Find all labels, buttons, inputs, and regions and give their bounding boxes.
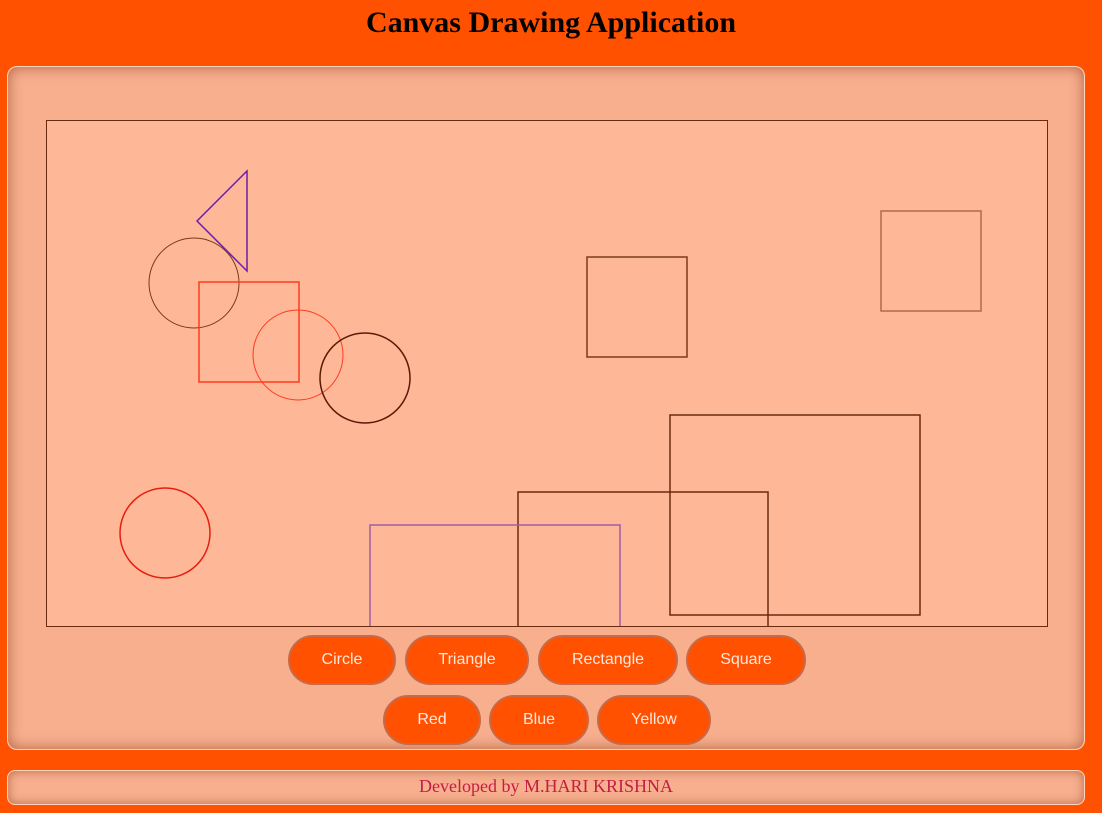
drawn-square	[198, 281, 300, 383]
rectangle-button[interactable]: Rectangle	[538, 635, 678, 685]
drawing-canvas[interactable]	[46, 120, 1048, 627]
page-title: Canvas Drawing Application	[365, 6, 737, 39]
drawn-circle	[252, 309, 344, 401]
drawn-rectangle	[369, 524, 621, 626]
drawn-circle	[148, 237, 240, 329]
footer: Developed by M.HARI KRISHNA	[7, 770, 1085, 805]
drawn-square	[880, 210, 982, 312]
yellow-button[interactable]: Yellow	[597, 695, 711, 745]
canvas-drawing	[119, 169, 982, 626]
drawn-square	[586, 256, 688, 358]
drawn-rectangle	[669, 414, 921, 616]
circle-button[interactable]: Circle	[288, 635, 396, 685]
drawn-triangle	[195, 169, 248, 273]
blue-button[interactable]: Blue	[489, 695, 589, 745]
drawn-rectangle	[517, 491, 769, 626]
drawn-circle	[119, 487, 211, 579]
drawn-circle	[319, 332, 411, 424]
triangle-button[interactable]: Triangle	[405, 635, 529, 685]
red-button[interactable]: Red	[383, 695, 481, 745]
square-button[interactable]: Square	[686, 635, 806, 685]
footer-text: Developed by M.HARI KRISHNA	[419, 776, 673, 796]
